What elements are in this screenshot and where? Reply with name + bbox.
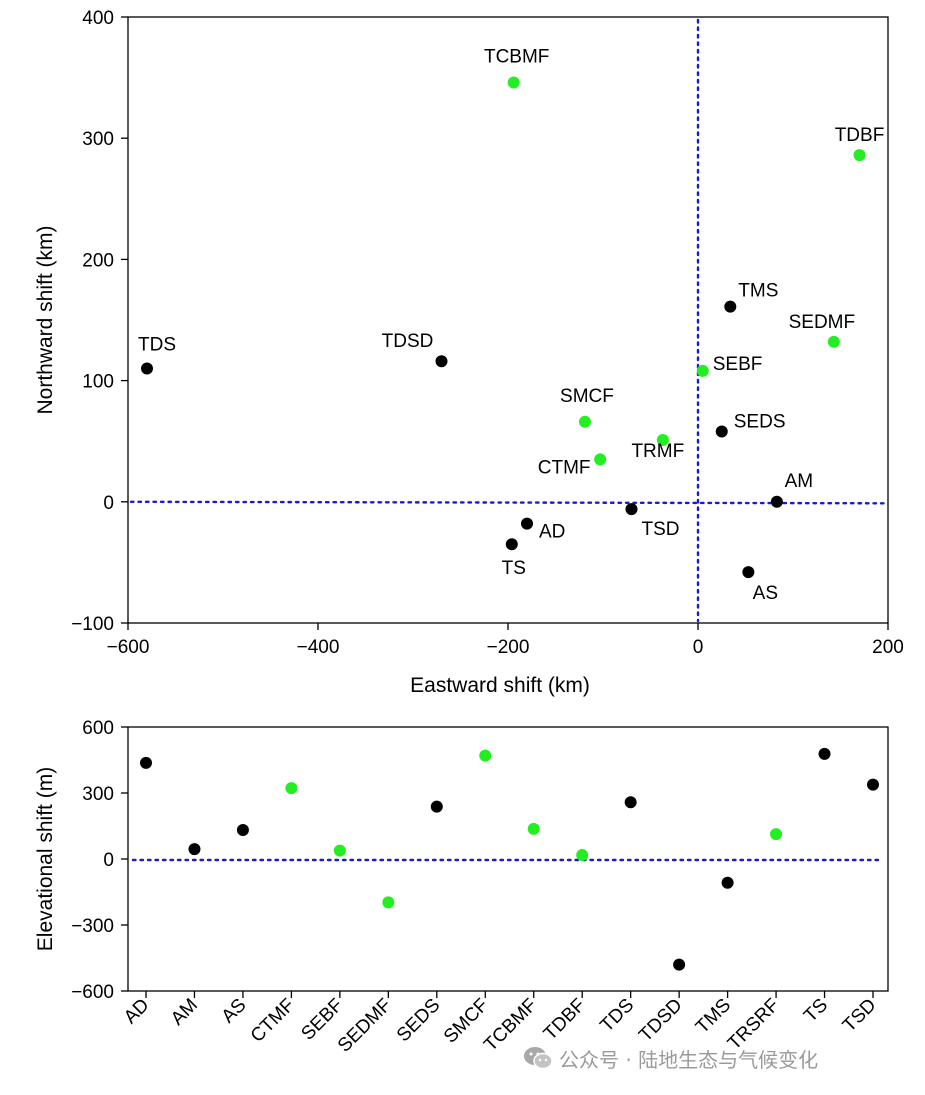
point-as bbox=[742, 566, 755, 579]
point-label-ad: AD bbox=[539, 522, 565, 543]
x-category-label: AD bbox=[120, 995, 154, 1029]
watermark-text: 公众号 · 陆地生态与气候变化 bbox=[559, 1047, 819, 1072]
x-tick-label: −400 bbox=[297, 637, 340, 658]
y-tick-label: −300 bbox=[71, 916, 114, 937]
y-tick-label: 600 bbox=[82, 718, 114, 739]
point-tdbf bbox=[853, 149, 866, 162]
elev-point-ad bbox=[140, 756, 152, 769]
x-tick-label: 200 bbox=[872, 637, 904, 658]
wechat-icon bbox=[524, 1047, 553, 1070]
point-label-seds: SEDS bbox=[734, 412, 786, 433]
point-label-tdbf: TDBF bbox=[835, 125, 885, 146]
point-am bbox=[770, 495, 783, 508]
y-tick-label: 400 bbox=[82, 8, 114, 29]
x-category-label: TMS bbox=[692, 995, 735, 1038]
x-category-label: AS bbox=[218, 995, 251, 1028]
point-ctmf bbox=[594, 453, 607, 466]
elev-point-tds bbox=[624, 796, 637, 809]
elev-point-tdsd bbox=[673, 958, 686, 971]
point-tms bbox=[724, 300, 737, 313]
y-axis-title-elevation: Elevational shift (m) bbox=[34, 767, 57, 951]
x-category-label: TDBF bbox=[540, 995, 590, 1045]
x-category-label: SEDMF bbox=[334, 995, 396, 1057]
watermark: 公众号 · 陆地生态与气候变化 bbox=[523, 1042, 903, 1074]
elev-point-sebf bbox=[333, 844, 346, 857]
x-axis-title: Eastward shift (km) bbox=[410, 674, 590, 697]
point-tds bbox=[141, 362, 153, 375]
elev-point-sedmf bbox=[382, 896, 395, 909]
point-tcbmf bbox=[507, 76, 520, 89]
point-label-trmf: TRMF bbox=[631, 441, 684, 462]
x-category-label: CTMF bbox=[247, 995, 299, 1047]
point-label-tsd: TSD bbox=[642, 519, 680, 540]
point-smcf bbox=[578, 415, 591, 428]
y-axis-title: Northward shift (km) bbox=[34, 225, 57, 414]
elev-point-tms bbox=[721, 876, 734, 889]
x-tick-label: −600 bbox=[107, 637, 150, 658]
point-sedmf bbox=[827, 335, 840, 348]
x-category-label: AM bbox=[167, 995, 202, 1030]
x-category-label: TDSD bbox=[635, 995, 686, 1046]
point-label-tds: TDS bbox=[138, 334, 176, 355]
point-seds bbox=[715, 425, 728, 438]
elev-point-am bbox=[188, 843, 201, 856]
y-tick-label: −600 bbox=[71, 982, 114, 1003]
y-tick-label: 0 bbox=[103, 850, 114, 871]
elev-point-tcbmf bbox=[527, 822, 540, 835]
y-tick-label: 300 bbox=[82, 784, 114, 805]
point-label-tcbmf: TCBMF bbox=[484, 46, 549, 67]
y-tick-label: 200 bbox=[82, 250, 114, 271]
point-label-smcf: SMCF bbox=[560, 386, 614, 407]
point-label-ts: TS bbox=[502, 558, 526, 579]
y-tick-label: −100 bbox=[71, 614, 114, 635]
elev-point-smcf bbox=[479, 749, 492, 762]
point-ts bbox=[505, 538, 518, 551]
point-ad bbox=[521, 517, 533, 530]
elev-point-as bbox=[236, 823, 249, 836]
horizontal-zero-line bbox=[129, 500, 888, 505]
point-label-sedmf: SEDMF bbox=[789, 312, 856, 333]
x-tick-label: 0 bbox=[693, 637, 704, 658]
point-tsd bbox=[625, 503, 638, 516]
point-label-am: AM bbox=[785, 471, 814, 492]
plot-frame-top bbox=[127, 16, 889, 624]
point-label-tms: TMS bbox=[738, 281, 778, 302]
elev-point-trsrf bbox=[770, 828, 783, 841]
x-tick-label: −200 bbox=[487, 637, 530, 658]
y-tick-label: 300 bbox=[82, 129, 114, 150]
elev-point-ts bbox=[818, 747, 831, 760]
y-tick-label: 100 bbox=[82, 372, 114, 393]
y-tick-label: 0 bbox=[103, 493, 114, 514]
elev-point-ctmf bbox=[285, 782, 298, 795]
x-category-label: TS bbox=[800, 995, 832, 1027]
point-label-as: AS bbox=[753, 583, 778, 604]
elev-point-tdbf bbox=[576, 849, 589, 862]
x-category-label: SEDS bbox=[393, 995, 444, 1046]
point-label-sebf: SEBF bbox=[713, 354, 763, 375]
point-trmf bbox=[656, 433, 669, 446]
point-tdsd bbox=[435, 355, 448, 368]
elev-point-tsd bbox=[867, 778, 879, 791]
elev-point-seds bbox=[430, 800, 443, 813]
northward-eastward-scatter-plot: −600 −400 −200 0 200 −100 0 100 200 300 400 TCBMF TD… bbox=[34, 8, 904, 697]
point-label-ctmf: CTMF bbox=[538, 457, 591, 478]
point-label-tdsd: TDSD bbox=[382, 331, 434, 352]
x-category-label: TSD bbox=[839, 995, 881, 1037]
point-sebf bbox=[696, 364, 709, 377]
x-category-label: TDS bbox=[596, 995, 638, 1037]
